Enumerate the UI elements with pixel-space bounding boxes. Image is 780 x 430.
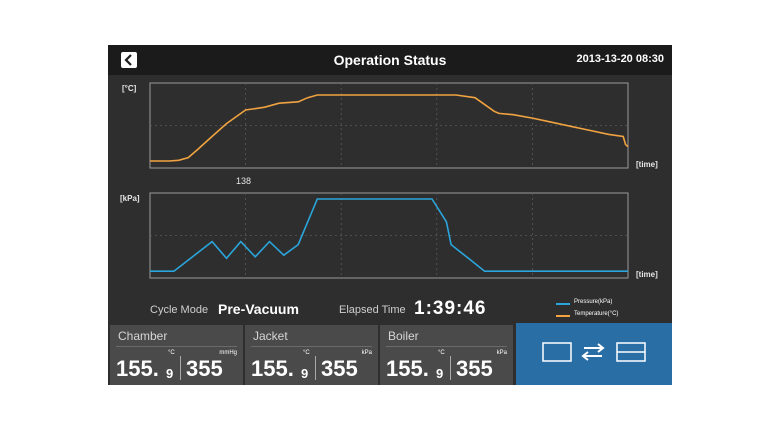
panel-divider xyxy=(386,346,507,347)
jacket-panel[interactable]: Jacket °C kPa 155. 9 355 xyxy=(245,325,378,385)
boiler-panel[interactable]: Boiler °C kPa 155. 9 355 xyxy=(380,325,513,385)
temperature-y-label: [°C] xyxy=(122,84,137,93)
switch-view-button[interactable] xyxy=(516,323,672,385)
pressure-chart: [kPa] [time] xyxy=(120,192,658,279)
value-divider xyxy=(315,356,316,380)
boiler-pressure-value: 355 xyxy=(456,356,493,381)
jacket-panel-title: Jacket xyxy=(253,329,288,343)
charts-area: [°C] [time] 138 [kPa] [time] xyxy=(120,82,658,279)
boiler-temp-value: 155. xyxy=(386,356,429,381)
elapsed-time-value: 1:39:46 xyxy=(414,298,487,319)
temperature-series-line xyxy=(150,94,629,162)
switch-view-icon xyxy=(542,342,646,362)
temperature-chart: [°C] [time] 138 xyxy=(122,82,658,186)
chamber-temp-value: 155. xyxy=(116,356,159,381)
datetime-display: 2013-13-20 08:30 xyxy=(576,53,664,65)
jacket-temp-value: 155. xyxy=(251,356,294,381)
elapsed-time-label: Elapsed Time xyxy=(339,304,406,316)
header-bar: Operation Status 2013-13-20 08:30 xyxy=(108,45,672,75)
chamber-pressure-unit: mmHg xyxy=(219,350,237,356)
chamber-panel[interactable]: Chamber °C mmHg 155. 9 355 xyxy=(110,325,243,385)
cycle-info-row: Cycle Mode Pre-Vacuum Elapsed Time 1:39:… xyxy=(108,295,672,323)
pressure-x-label: [time] xyxy=(636,270,658,279)
temperature-grid xyxy=(150,83,628,168)
panel-divider xyxy=(251,346,372,347)
boiler-panel-title: Boiler xyxy=(388,329,419,343)
back-button[interactable] xyxy=(121,52,137,68)
status-panels: Chamber °C mmHg 155. 9 355 Jacket °C kPa… xyxy=(108,323,672,385)
cycle-mode-label: Cycle Mode xyxy=(150,304,209,316)
value-divider xyxy=(180,356,181,380)
boiler-pressure-unit: kPa xyxy=(496,350,507,356)
pressure-grid xyxy=(150,193,628,278)
value-divider xyxy=(450,356,451,380)
chevron-left-icon xyxy=(124,54,132,66)
chamber-panel-title: Chamber xyxy=(118,329,168,343)
jacket-temp-decimal: 9 xyxy=(301,366,309,381)
panel-divider xyxy=(116,346,237,347)
jacket-temp-unit: °C xyxy=(303,350,310,356)
legend-label-temperature: Temperature(°C) xyxy=(574,311,619,317)
chamber-pressure-value: 355 xyxy=(186,356,223,381)
chamber-temp-unit: °C xyxy=(168,350,175,356)
temperature-x-label: [time] xyxy=(636,160,658,169)
temperature-x-tick: 138 xyxy=(236,176,251,186)
legend-swatch-pressure xyxy=(556,303,570,305)
legend-swatch-temperature xyxy=(556,315,570,317)
boiler-temp-unit: °C xyxy=(438,350,445,356)
cycle-mode-value: Pre-Vacuum xyxy=(218,301,299,317)
legend-label-pressure: Pressure(kPa) xyxy=(574,299,613,305)
jacket-pressure-unit: kPa xyxy=(361,350,372,356)
pressure-y-label: [kPa] xyxy=(120,194,140,203)
jacket-pressure-value: 355 xyxy=(321,356,358,381)
operation-status-screen: Operation Status 2013-13-20 08:30 [°C] [… xyxy=(108,45,672,385)
boiler-temp-decimal: 9 xyxy=(436,366,444,381)
page-title: Operation Status xyxy=(333,52,447,68)
chamber-temp-decimal: 9 xyxy=(166,366,174,381)
pressure-series-line xyxy=(150,198,628,272)
